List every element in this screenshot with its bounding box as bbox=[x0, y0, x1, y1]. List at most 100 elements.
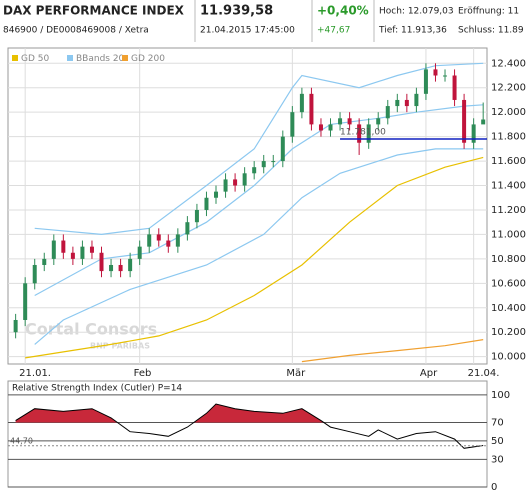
candle-body bbox=[328, 124, 333, 131]
x-tick-label: 21.04. bbox=[468, 368, 500, 379]
candle-body bbox=[70, 252, 75, 259]
y-tick-label: 0 bbox=[491, 482, 497, 490]
datetime: 21.04.2015 17:45:00 bbox=[200, 26, 295, 36]
candle-body bbox=[481, 119, 486, 125]
y-tick-label: 12.200 bbox=[491, 83, 526, 94]
candle-body bbox=[404, 99, 409, 107]
x-tick-label: Mär bbox=[286, 368, 306, 379]
indicator-line bbox=[34, 62, 484, 236]
candle-body bbox=[61, 240, 66, 253]
x-tick-label: Feb bbox=[134, 368, 152, 379]
ids: 846900 / DE0008469008 / Xetra bbox=[3, 26, 149, 36]
y-tick-label: 50 bbox=[491, 436, 504, 447]
candle-body bbox=[462, 99, 467, 143]
candle-body bbox=[99, 252, 104, 272]
open: Eröffnung: 11 bbox=[458, 7, 519, 17]
rsi-level-label: 44,70 bbox=[10, 436, 33, 445]
rsi-line bbox=[15, 403, 484, 449]
candle-body bbox=[261, 161, 266, 168]
candle-body bbox=[147, 234, 152, 247]
y-tick-label: 10.800 bbox=[491, 254, 526, 265]
y-tick-label: 100 bbox=[491, 390, 510, 401]
high: Hoch: 12.079,03 bbox=[379, 7, 454, 17]
candle-body bbox=[395, 99, 400, 107]
y-tick-label: 10.600 bbox=[491, 278, 526, 289]
candle-body bbox=[309, 93, 314, 125]
y-tick-label: 11.200 bbox=[491, 205, 526, 216]
candle-body bbox=[376, 118, 381, 125]
watermark-sub: BNP PARIBAS bbox=[90, 342, 150, 351]
candle-body bbox=[338, 118, 343, 125]
candle-body bbox=[80, 246, 85, 259]
candle-body bbox=[433, 69, 438, 76]
change-abs: +47,67 bbox=[317, 26, 350, 36]
y-tick-label: 11.600 bbox=[491, 156, 526, 167]
header bbox=[0, 0, 531, 46]
candle-body bbox=[204, 197, 209, 210]
candle-body bbox=[452, 75, 457, 100]
legend-swatch bbox=[67, 55, 73, 61]
candle-body bbox=[175, 234, 180, 247]
y-tick-label: 70 bbox=[491, 417, 504, 428]
y-tick-label: 12.400 bbox=[491, 58, 526, 69]
candle-body bbox=[357, 124, 362, 143]
title: DAX PERFORMANCE INDEX bbox=[3, 4, 185, 18]
candle-body bbox=[23, 283, 28, 320]
x-tick-label: Apr bbox=[420, 368, 438, 379]
candle-body bbox=[443, 75, 448, 77]
price: 11.939,58 bbox=[200, 4, 273, 19]
y-tick-label: 10.400 bbox=[491, 303, 526, 314]
y-tick-label: 30 bbox=[491, 454, 504, 465]
legend-label: GD 200 bbox=[131, 54, 165, 64]
candle-body bbox=[385, 106, 390, 119]
y-tick-label: 11.800 bbox=[491, 132, 526, 143]
y-tick-label: 12.000 bbox=[491, 107, 526, 118]
candle-body bbox=[32, 264, 37, 284]
candle-body bbox=[252, 167, 257, 174]
candle-body bbox=[223, 179, 228, 192]
candle-body bbox=[42, 258, 47, 265]
candle-body bbox=[13, 319, 18, 333]
legend-swatch bbox=[12, 55, 18, 61]
candle-body bbox=[185, 222, 190, 235]
candle-body bbox=[299, 93, 304, 113]
candle-body bbox=[318, 124, 323, 131]
candle-body bbox=[194, 209, 199, 223]
candle-body bbox=[137, 246, 142, 259]
rsi-fill bbox=[15, 404, 484, 423]
y-tick-label: 10.200 bbox=[491, 327, 526, 338]
legend-label: BBands 20 bbox=[76, 54, 125, 64]
indicator-line bbox=[301, 339, 484, 363]
main-frame bbox=[7, 47, 488, 365]
candle-body bbox=[166, 240, 171, 247]
candle-body bbox=[290, 112, 295, 137]
candle-body bbox=[89, 246, 94, 253]
candle-body bbox=[242, 173, 247, 186]
candle-body bbox=[156, 234, 161, 241]
candle-body bbox=[51, 240, 56, 259]
candle-body bbox=[280, 136, 285, 162]
legend-label: GD 50 bbox=[21, 54, 49, 64]
y-tick-label: 10.000 bbox=[491, 352, 526, 363]
panel-title: Relative Strength Index (Cutler) P=14 bbox=[12, 384, 182, 394]
legend-swatch bbox=[122, 55, 128, 61]
x-tick-label: 21.01. bbox=[19, 368, 51, 379]
candle-body bbox=[128, 258, 133, 272]
indicator-line bbox=[34, 148, 484, 345]
support-label: 11.781,00 bbox=[340, 127, 386, 137]
y-tick-label: 11.400 bbox=[491, 181, 526, 192]
candle-body bbox=[214, 191, 219, 198]
candle-body bbox=[471, 124, 476, 143]
candle-body bbox=[414, 93, 419, 107]
change-pct: +0,40% bbox=[317, 4, 369, 18]
candle-body bbox=[347, 118, 352, 125]
indicator-line bbox=[25, 156, 484, 359]
candle-body bbox=[233, 179, 238, 186]
candle-body bbox=[423, 69, 428, 94]
close: Schluss: 11.89 bbox=[458, 26, 524, 36]
candle-body bbox=[118, 264, 123, 272]
indicator-line bbox=[34, 104, 484, 297]
candle-body bbox=[271, 161, 276, 163]
candle-body bbox=[109, 264, 114, 272]
